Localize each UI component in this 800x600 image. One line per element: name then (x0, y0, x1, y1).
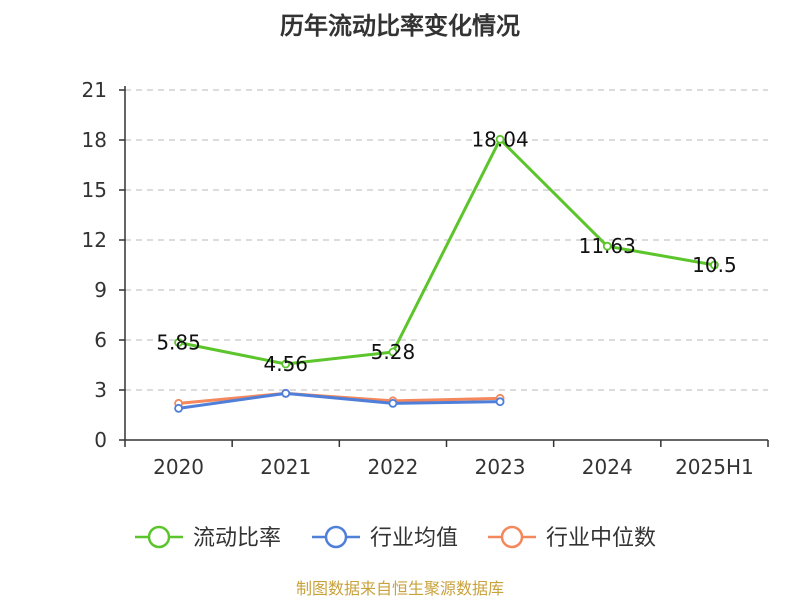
legend-label: 行业中位数 (546, 526, 656, 551)
x-tick-label: 2025H1 (675, 455, 754, 479)
legend: 流动比率 行业均值 行业中位数 (135, 525, 656, 551)
data-point (174, 338, 183, 347)
series-line (178, 391, 501, 410)
y-tick-label: 12 (82, 228, 107, 252)
y-tick-label: 3 (94, 378, 107, 402)
data-point (495, 134, 505, 144)
legend-marker (147, 525, 171, 549)
data-point (281, 359, 291, 369)
data-label: 4.56 (263, 352, 308, 376)
data-point (174, 403, 183, 413)
data-label: 11.63 (579, 234, 636, 258)
data-point (281, 388, 291, 398)
legend-marker (500, 525, 524, 549)
y-tick-label: 18 (82, 128, 107, 152)
y-tick-label: 6 (94, 328, 107, 352)
data-label: 18.04 (471, 127, 528, 151)
data-label: 5.28 (371, 340, 416, 364)
y-tick-label: 15 (82, 178, 107, 202)
data-label: 10.5 (692, 253, 737, 277)
grid (125, 89, 768, 391)
x-tick-label: 2022 (367, 455, 418, 479)
x-tick-label: 2023 (475, 455, 526, 479)
chart-title: 历年流动比率变化情况 (280, 12, 520, 40)
data-point (602, 241, 612, 251)
series-line (178, 137, 715, 366)
legend-label: 流动比率 (193, 526, 281, 551)
y-tick-label: 9 (94, 278, 107, 302)
x-tick-label: 2024 (582, 455, 633, 479)
y-axis: 0 3 6 9 12 15 18 21 (82, 78, 126, 452)
x-tick-label: 2021 (260, 455, 311, 479)
legend-marker (324, 525, 348, 549)
x-tick-label: 2020 (153, 455, 204, 479)
source-note: 制图数据来自恒生聚源数据库 (296, 579, 504, 598)
data-labels: 5.85 4.56 5.28 18.04 11.63 10.5 (156, 127, 736, 376)
legend-label: 行业均值 (370, 526, 458, 551)
data-label: 5.85 (156, 331, 201, 355)
data-point (388, 347, 398, 357)
y-tick-label: 21 (82, 78, 107, 102)
x-axis: 2020 2021 2022 2023 2024 2025H1 (124, 439, 769, 479)
data-point (495, 397, 505, 407)
data-point (388, 398, 398, 408)
y-tick-label: 0 (94, 428, 107, 452)
data-point (710, 260, 719, 270)
series-layer (174, 134, 719, 413)
